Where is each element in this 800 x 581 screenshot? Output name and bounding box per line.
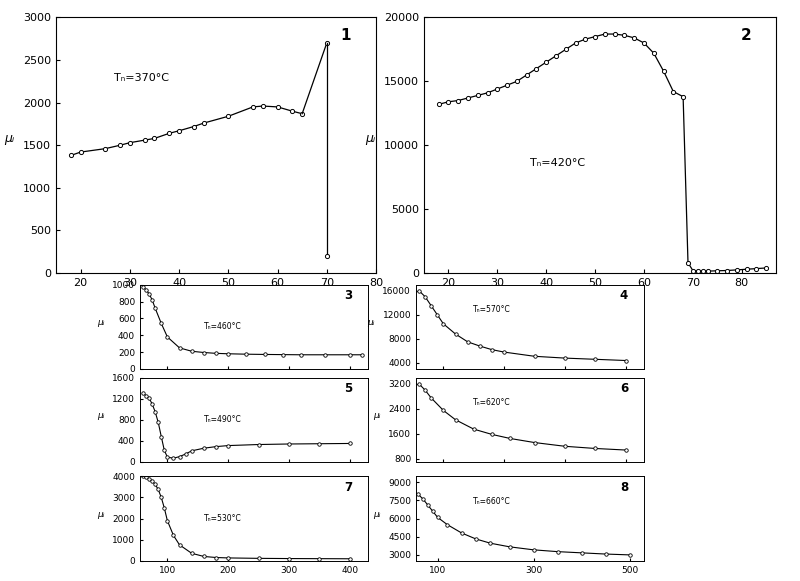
Y-axis label: μᵢ: μᵢ: [374, 411, 381, 419]
Text: Tₙ=370°C: Tₙ=370°C: [114, 73, 169, 83]
Y-axis label: μᵢ: μᵢ: [4, 132, 14, 145]
Text: Tₙ=570°C: Tₙ=570°C: [473, 306, 510, 314]
Y-axis label: μᵢ: μᵢ: [365, 132, 375, 145]
Y-axis label: μᵢ: μᵢ: [374, 510, 381, 518]
Text: Tₙ=460°C: Tₙ=460°C: [204, 322, 242, 331]
Text: Tₙ=530°C: Tₙ=530°C: [204, 514, 242, 523]
Text: 5: 5: [344, 382, 352, 395]
Text: 4: 4: [620, 289, 628, 302]
X-axis label: T /°C: T /°C: [586, 293, 614, 303]
Text: 6: 6: [620, 382, 628, 395]
Text: Tₙ=490°C: Tₙ=490°C: [204, 415, 242, 424]
Text: Tₙ=620°C: Tₙ=620°C: [473, 399, 510, 407]
X-axis label: T /°C: T /°C: [202, 293, 230, 303]
Y-axis label: μᵢ: μᵢ: [98, 510, 105, 518]
Text: 2: 2: [741, 28, 751, 42]
Y-axis label: μᵢ: μᵢ: [367, 318, 375, 327]
Text: 3: 3: [344, 289, 352, 302]
Text: Tₙ=420°C: Tₙ=420°C: [530, 157, 585, 168]
Y-axis label: μᵢ: μᵢ: [98, 411, 105, 419]
Text: 7: 7: [344, 480, 352, 494]
Text: 1: 1: [340, 28, 350, 42]
Text: Tₙ=660°C: Tₙ=660°C: [473, 497, 510, 506]
Y-axis label: μᵢ: μᵢ: [98, 318, 105, 327]
Text: 8: 8: [620, 480, 628, 494]
